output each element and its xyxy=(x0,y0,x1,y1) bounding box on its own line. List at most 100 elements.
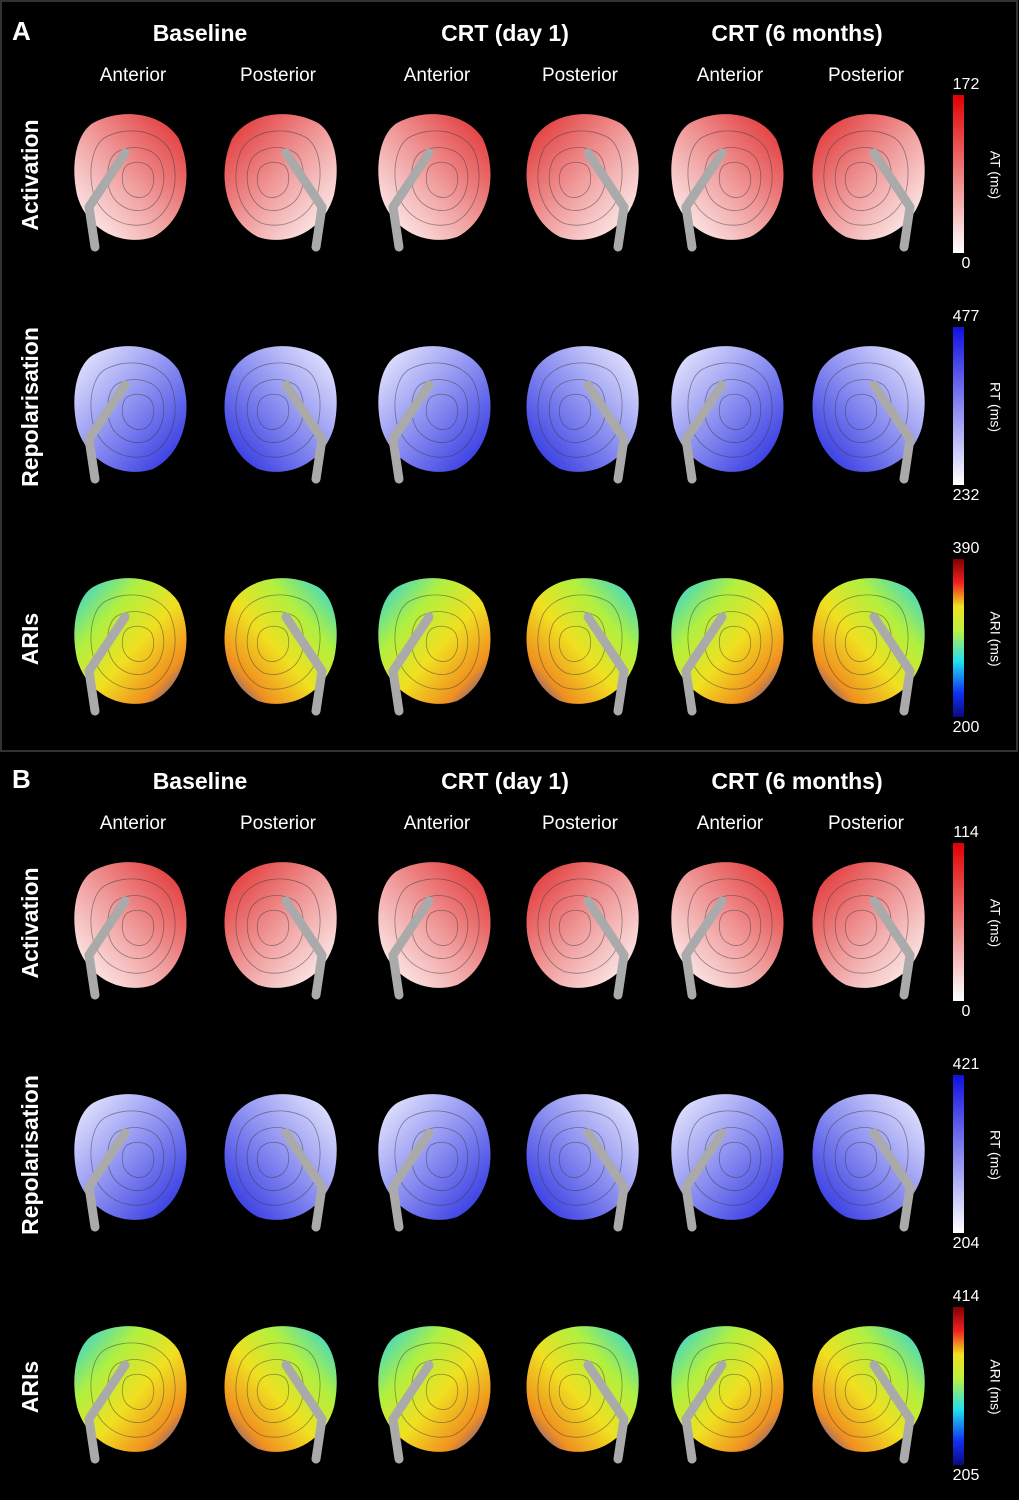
heart-surface xyxy=(74,114,187,240)
contour xyxy=(537,594,623,690)
heart-map xyxy=(526,346,639,484)
contour xyxy=(121,1141,155,1178)
heart-map xyxy=(812,862,925,1000)
pacing-lead xyxy=(869,148,915,252)
heart-map xyxy=(378,114,491,252)
heart-map xyxy=(224,114,337,252)
heart-surface xyxy=(378,578,491,704)
contour xyxy=(256,909,290,946)
view-label: Anterior xyxy=(404,65,471,86)
contour xyxy=(235,1110,321,1206)
contour xyxy=(844,1373,878,1410)
contour xyxy=(687,130,773,226)
heart-map xyxy=(812,346,925,484)
heart-map xyxy=(74,346,187,484)
contour xyxy=(256,1141,290,1178)
heart-map xyxy=(74,114,187,252)
heart-map xyxy=(74,1094,187,1232)
pacing-lead xyxy=(681,148,727,252)
contour xyxy=(687,1110,773,1206)
column-title: CRT (day 1) xyxy=(441,768,569,794)
colorbar-min: 204 xyxy=(953,1235,980,1252)
heart-map xyxy=(526,1094,639,1232)
contour xyxy=(235,594,321,690)
heart-surface xyxy=(526,862,639,988)
contour xyxy=(823,130,909,226)
colorbar-max: 114 xyxy=(953,824,979,841)
pacing-lead xyxy=(681,1128,727,1232)
contour xyxy=(235,1342,321,1438)
heart-map xyxy=(224,578,337,716)
pacing-lead xyxy=(84,1360,130,1464)
colorbar-label: RT (ms) xyxy=(987,1130,1003,1180)
column-title: CRT (6 months) xyxy=(711,768,882,794)
row-label: ARIs xyxy=(17,1361,43,1413)
colorbar-label: ARI (ms) xyxy=(987,1359,1003,1414)
heart-surface xyxy=(812,862,925,988)
pacing-lead xyxy=(84,148,130,252)
heart-surface xyxy=(671,346,784,472)
contour xyxy=(90,594,176,690)
column-title: CRT (day 1) xyxy=(441,20,569,46)
contour xyxy=(718,161,752,198)
view-label: Anterior xyxy=(100,813,167,834)
heart-surface xyxy=(224,346,337,472)
contour xyxy=(823,1342,909,1438)
contour xyxy=(844,1141,878,1178)
heart-map xyxy=(74,578,187,716)
heart-surface xyxy=(224,862,337,988)
contour xyxy=(425,161,459,198)
row-label: Repolarisation xyxy=(17,327,43,487)
view-label: Anterior xyxy=(697,65,764,86)
heart-map xyxy=(671,114,784,252)
colorbar-min: 232 xyxy=(953,487,980,504)
heart-surface xyxy=(812,114,925,240)
contour xyxy=(425,625,459,662)
heart-map xyxy=(671,346,784,484)
pacing-lead xyxy=(583,896,629,1000)
contour xyxy=(394,594,480,690)
heart-map xyxy=(526,578,639,716)
contour xyxy=(256,161,290,198)
contour xyxy=(425,1141,459,1178)
contour xyxy=(537,130,623,226)
heart-map xyxy=(224,1326,337,1464)
heart-surface xyxy=(671,578,784,704)
heart-surface xyxy=(378,346,491,472)
contour xyxy=(687,1342,773,1438)
column-title: Baseline xyxy=(153,20,248,46)
contour xyxy=(844,161,878,198)
contour xyxy=(425,393,459,430)
contour xyxy=(558,909,592,946)
heart-map xyxy=(671,862,784,1000)
contour xyxy=(537,362,623,458)
heart-map xyxy=(812,1094,925,1232)
row-label: ARIs xyxy=(17,613,43,665)
panel-label: A xyxy=(12,16,31,46)
contour xyxy=(425,1373,459,1410)
colorbar xyxy=(953,327,964,485)
pacing-lead xyxy=(681,612,727,716)
contour xyxy=(558,1373,592,1410)
heart-map xyxy=(224,1094,337,1232)
contour xyxy=(823,362,909,458)
heart-map xyxy=(378,578,491,716)
colorbar-label: RT (ms) xyxy=(987,382,1003,432)
heart-surface xyxy=(378,862,491,988)
heart-map xyxy=(812,1326,925,1464)
panel-frame xyxy=(0,0,1018,752)
heart-surface xyxy=(526,1326,639,1452)
contour xyxy=(823,878,909,974)
heart-map xyxy=(526,114,639,252)
contour xyxy=(90,130,176,226)
pacing-lead xyxy=(388,1128,434,1232)
column-title: Baseline xyxy=(153,768,248,794)
pacing-lead xyxy=(84,1128,130,1232)
heart-surface xyxy=(526,1094,639,1220)
heart-surface xyxy=(812,346,925,472)
pacing-lead xyxy=(281,1128,327,1232)
contour xyxy=(235,130,321,226)
contour xyxy=(718,909,752,946)
